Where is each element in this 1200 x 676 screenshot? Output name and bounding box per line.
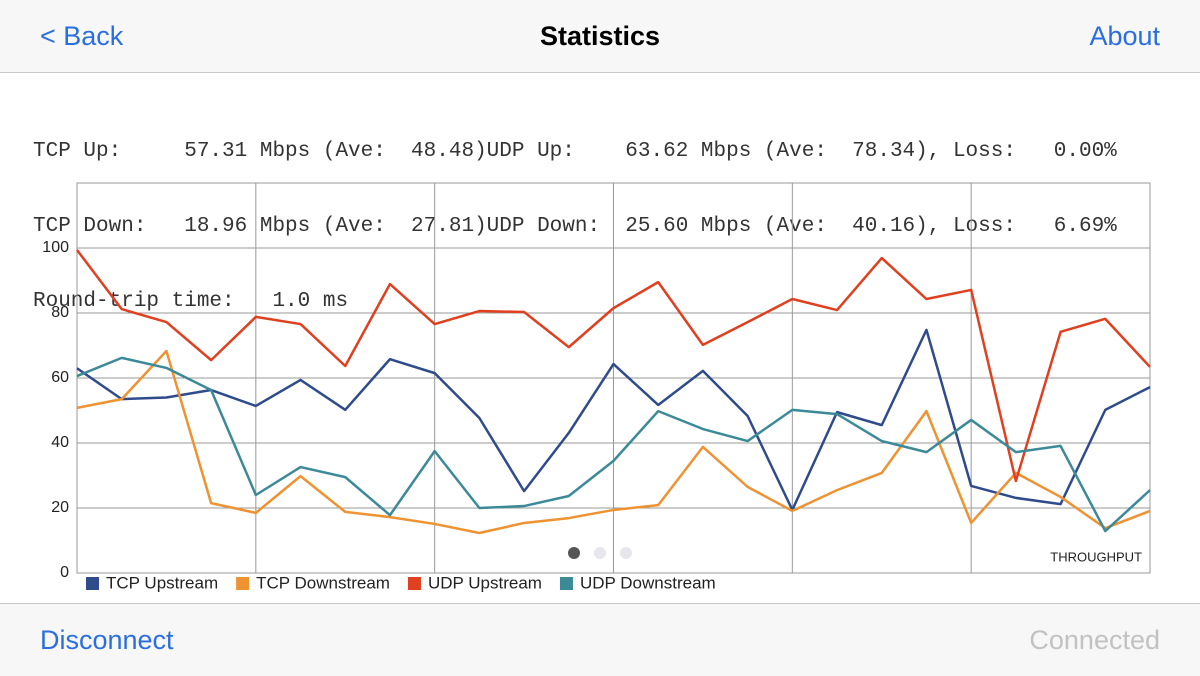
legend-label: UDP Downstream xyxy=(580,573,716,592)
y-tick-label: 40 xyxy=(51,434,69,451)
disconnect-button[interactable]: Disconnect xyxy=(40,625,174,655)
stats-line: TCP Down: 18.96 Mbps (Ave: 27.81)UDP Dow… xyxy=(33,215,1117,238)
legend-label: UDP Upstream xyxy=(428,573,542,592)
stats-line: Round-trip time: 1.0 ms xyxy=(33,290,349,313)
y-tick-label: 20 xyxy=(51,499,69,516)
series-line xyxy=(76,356,1151,533)
series-line xyxy=(76,249,1151,483)
y-tick-label: 80 xyxy=(51,304,69,321)
y-tick-label: 60 xyxy=(51,369,69,386)
back-button[interactable]: < Back xyxy=(40,21,124,51)
about-button[interactable]: About xyxy=(1089,21,1160,51)
legend-label: TCP Downstream xyxy=(256,573,390,592)
annotation: THROUGHPUT xyxy=(1050,549,1142,564)
legend-swatch xyxy=(236,577,250,590)
page-dot xyxy=(594,547,606,559)
series-line xyxy=(76,349,1151,535)
legend-swatch xyxy=(407,577,421,590)
legend-label: TCP Upstream xyxy=(106,573,218,592)
grid xyxy=(76,182,1151,574)
stats-line: TCP Up: 57.31 Mbps (Ave: 48.48)UDP Up: 6… xyxy=(33,140,1117,163)
series-line xyxy=(76,328,1151,512)
legend-swatch xyxy=(86,577,99,590)
legend-swatch xyxy=(559,577,573,590)
status: Connected xyxy=(1029,625,1160,655)
y-tick-label: 100 xyxy=(42,239,69,256)
nav-title: Statistics xyxy=(539,21,661,51)
page-dot xyxy=(620,547,632,559)
page-dot xyxy=(568,547,580,559)
bottom-bar: Disconnect Connected xyxy=(0,603,1200,676)
y-tick-label: 0 xyxy=(60,564,69,581)
stats: TCP Up: 57.31 Mbps (Ave: 48.48)UDP Up: 6… xyxy=(33,89,1117,339)
chart: THROUGHPUT 0 20 40 60 80 100 TCP Upstream TCP D… xyxy=(42,182,1151,592)
nav-bar: < Back Statistics About xyxy=(0,0,1200,73)
